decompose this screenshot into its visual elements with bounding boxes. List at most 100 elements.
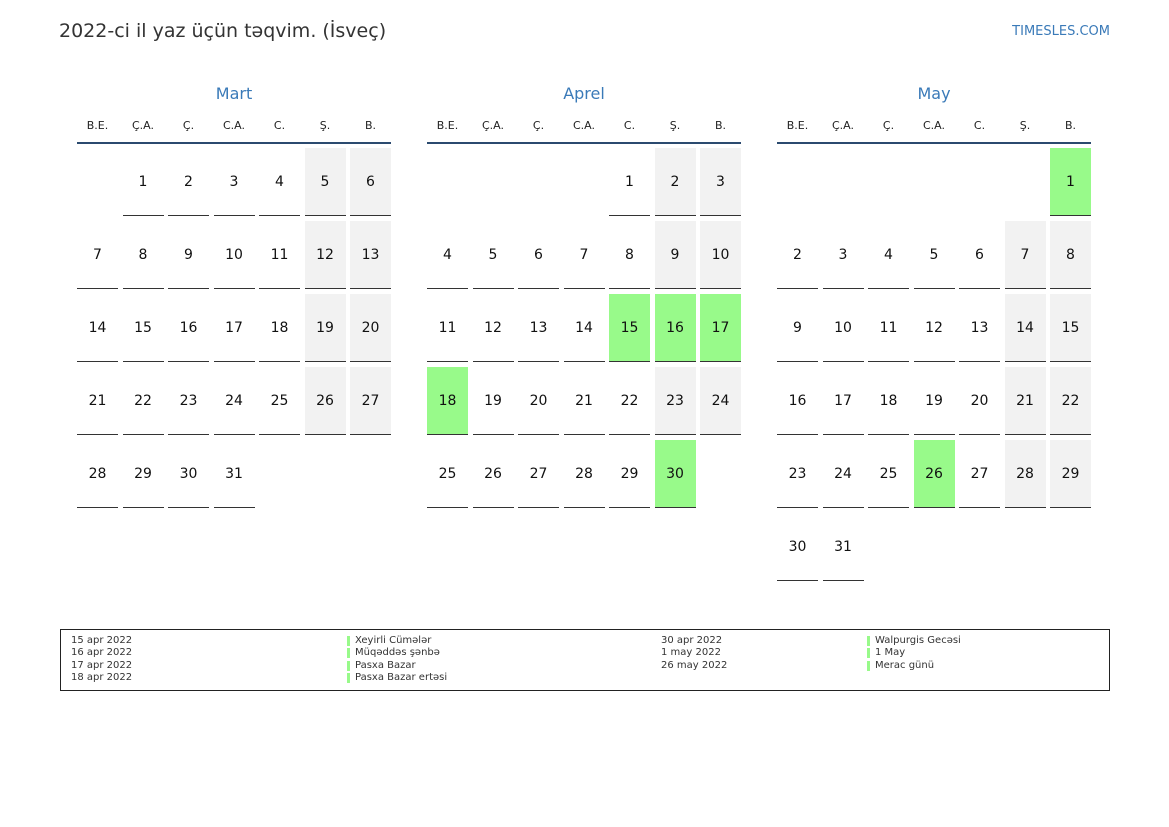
legend-marker [347, 636, 350, 646]
day-cell: 24 [822, 440, 864, 508]
day-cell: 30 [777, 513, 818, 581]
weekday-label: C. [623, 119, 636, 132]
legend-date: 30 apr 2022 [661, 635, 723, 646]
day-cell: 24 [213, 367, 255, 435]
legend-name: Xeyirli Cümələr [355, 635, 432, 646]
day-cell: 14 [77, 294, 118, 362]
day-cell: 2 [168, 148, 209, 216]
month-name: May [917, 84, 951, 103]
day-cell: 20 [350, 294, 391, 362]
day-cell: 4 [427, 221, 468, 289]
day-cell: 3 [213, 148, 255, 216]
day-cell: 22 [1050, 367, 1091, 435]
header-rule [77, 142, 391, 144]
weekday-label: Ç.A. [831, 119, 854, 132]
header-rule [427, 142, 741, 144]
day-cell: 26 [913, 440, 955, 508]
legend-name: Pasxa Bazar ertəsi [355, 671, 448, 683]
day-cell: 9 [168, 221, 209, 289]
legend-marker [347, 660, 350, 671]
day-cell: 7 [563, 221, 605, 289]
day-cell: 10 [213, 221, 255, 289]
weekday-label: C.A. [572, 119, 595, 132]
day-cell: 22 [609, 367, 650, 435]
weekday-label: B.E. [786, 119, 809, 132]
legend-marker [867, 648, 870, 659]
day-cell: 31 [822, 513, 864, 581]
legend-marker [867, 660, 870, 671]
day-cell: 16 [168, 294, 209, 362]
day-cell: 17 [822, 367, 864, 435]
day-cell: 25 [259, 367, 300, 435]
day-cell: 8 [122, 221, 164, 289]
day-cell: 18 [427, 367, 468, 435]
day-cell: 23 [654, 367, 696, 435]
day-cell: 12 [913, 294, 955, 362]
legend-name: Merac günü [875, 659, 935, 671]
legend-date: 16 apr 2022 [71, 647, 133, 659]
day-cell: 20 [959, 367, 1000, 435]
day-cell: 26 [304, 367, 346, 435]
weekday-label: B. [364, 119, 377, 132]
site-link[interactable]: TIMESLES.COM [1012, 24, 1110, 39]
legend-date: 15 apr 2022 [71, 635, 133, 646]
day-cell: 29 [609, 440, 650, 508]
legend-date: 18 apr 2022 [71, 671, 133, 683]
weekday-label: Ç.A. [481, 119, 504, 132]
day-cell: 23 [777, 440, 818, 508]
day-cell: 13 [959, 294, 1000, 362]
legend-name: Müqəddəs şənbə [355, 647, 440, 659]
day-cell: 6 [959, 221, 1000, 289]
weekday-label: C.A. [222, 119, 245, 132]
month-name: Mart [215, 84, 253, 103]
day-cell: 10 [822, 294, 864, 362]
day-cell: 11 [427, 294, 468, 362]
day-cell: 1 [1050, 148, 1091, 216]
day-cell: 21 [1004, 367, 1046, 435]
weekday-label: Ş. [319, 119, 331, 132]
day-cell: 28 [77, 440, 118, 508]
legend-date: 17 apr 2022 [71, 659, 133, 671]
day-cell: 15 [609, 294, 650, 362]
weekday-label: Ş. [1019, 119, 1031, 132]
day-cell: 29 [1050, 440, 1091, 508]
day-cell: 20 [518, 367, 559, 435]
legend-box [60, 629, 1110, 691]
day-cell: 18 [259, 294, 300, 362]
day-cell: 9 [777, 294, 818, 362]
legend-name: 1 May [875, 647, 906, 659]
day-cell: 19 [304, 294, 346, 362]
day-cell: 1 [122, 148, 164, 216]
day-cell: 14 [1004, 294, 1046, 362]
weekday-label: B.E. [436, 119, 459, 132]
day-cell: 26 [472, 440, 514, 508]
day-cell: 11 [259, 221, 300, 289]
day-cell: 16 [777, 367, 818, 435]
day-cell: 18 [868, 367, 909, 435]
day-cell: 12 [472, 294, 514, 362]
day-cell: 9 [654, 221, 696, 289]
weekday-label: B. [714, 119, 727, 132]
day-cell: 25 [868, 440, 909, 508]
header-rule [777, 142, 1091, 144]
day-cell: 27 [518, 440, 559, 508]
weekday-label: B. [1064, 119, 1077, 132]
legend-marker [347, 672, 350, 683]
weekday-label: Ç. [532, 119, 545, 132]
day-cell: 5 [472, 221, 514, 289]
weekday-label: Ç. [182, 119, 195, 132]
weekday-label: C. [973, 119, 986, 132]
day-cell: 28 [563, 440, 605, 508]
legend-date: 1 may 2022 [661, 647, 721, 659]
day-cell: 15 [1050, 294, 1091, 362]
day-cell: 19 [913, 367, 955, 435]
day-cell: 3 [700, 148, 741, 216]
day-cell: 6 [350, 148, 391, 216]
title: 2022-ci il yaz üçün təqvim. (İsveç) [59, 20, 387, 42]
day-cell: 1 [609, 148, 650, 216]
day-cell: 31 [213, 440, 255, 508]
day-cell: 16 [654, 294, 696, 362]
day-cell: 8 [609, 221, 650, 289]
day-cell: 23 [168, 367, 209, 435]
